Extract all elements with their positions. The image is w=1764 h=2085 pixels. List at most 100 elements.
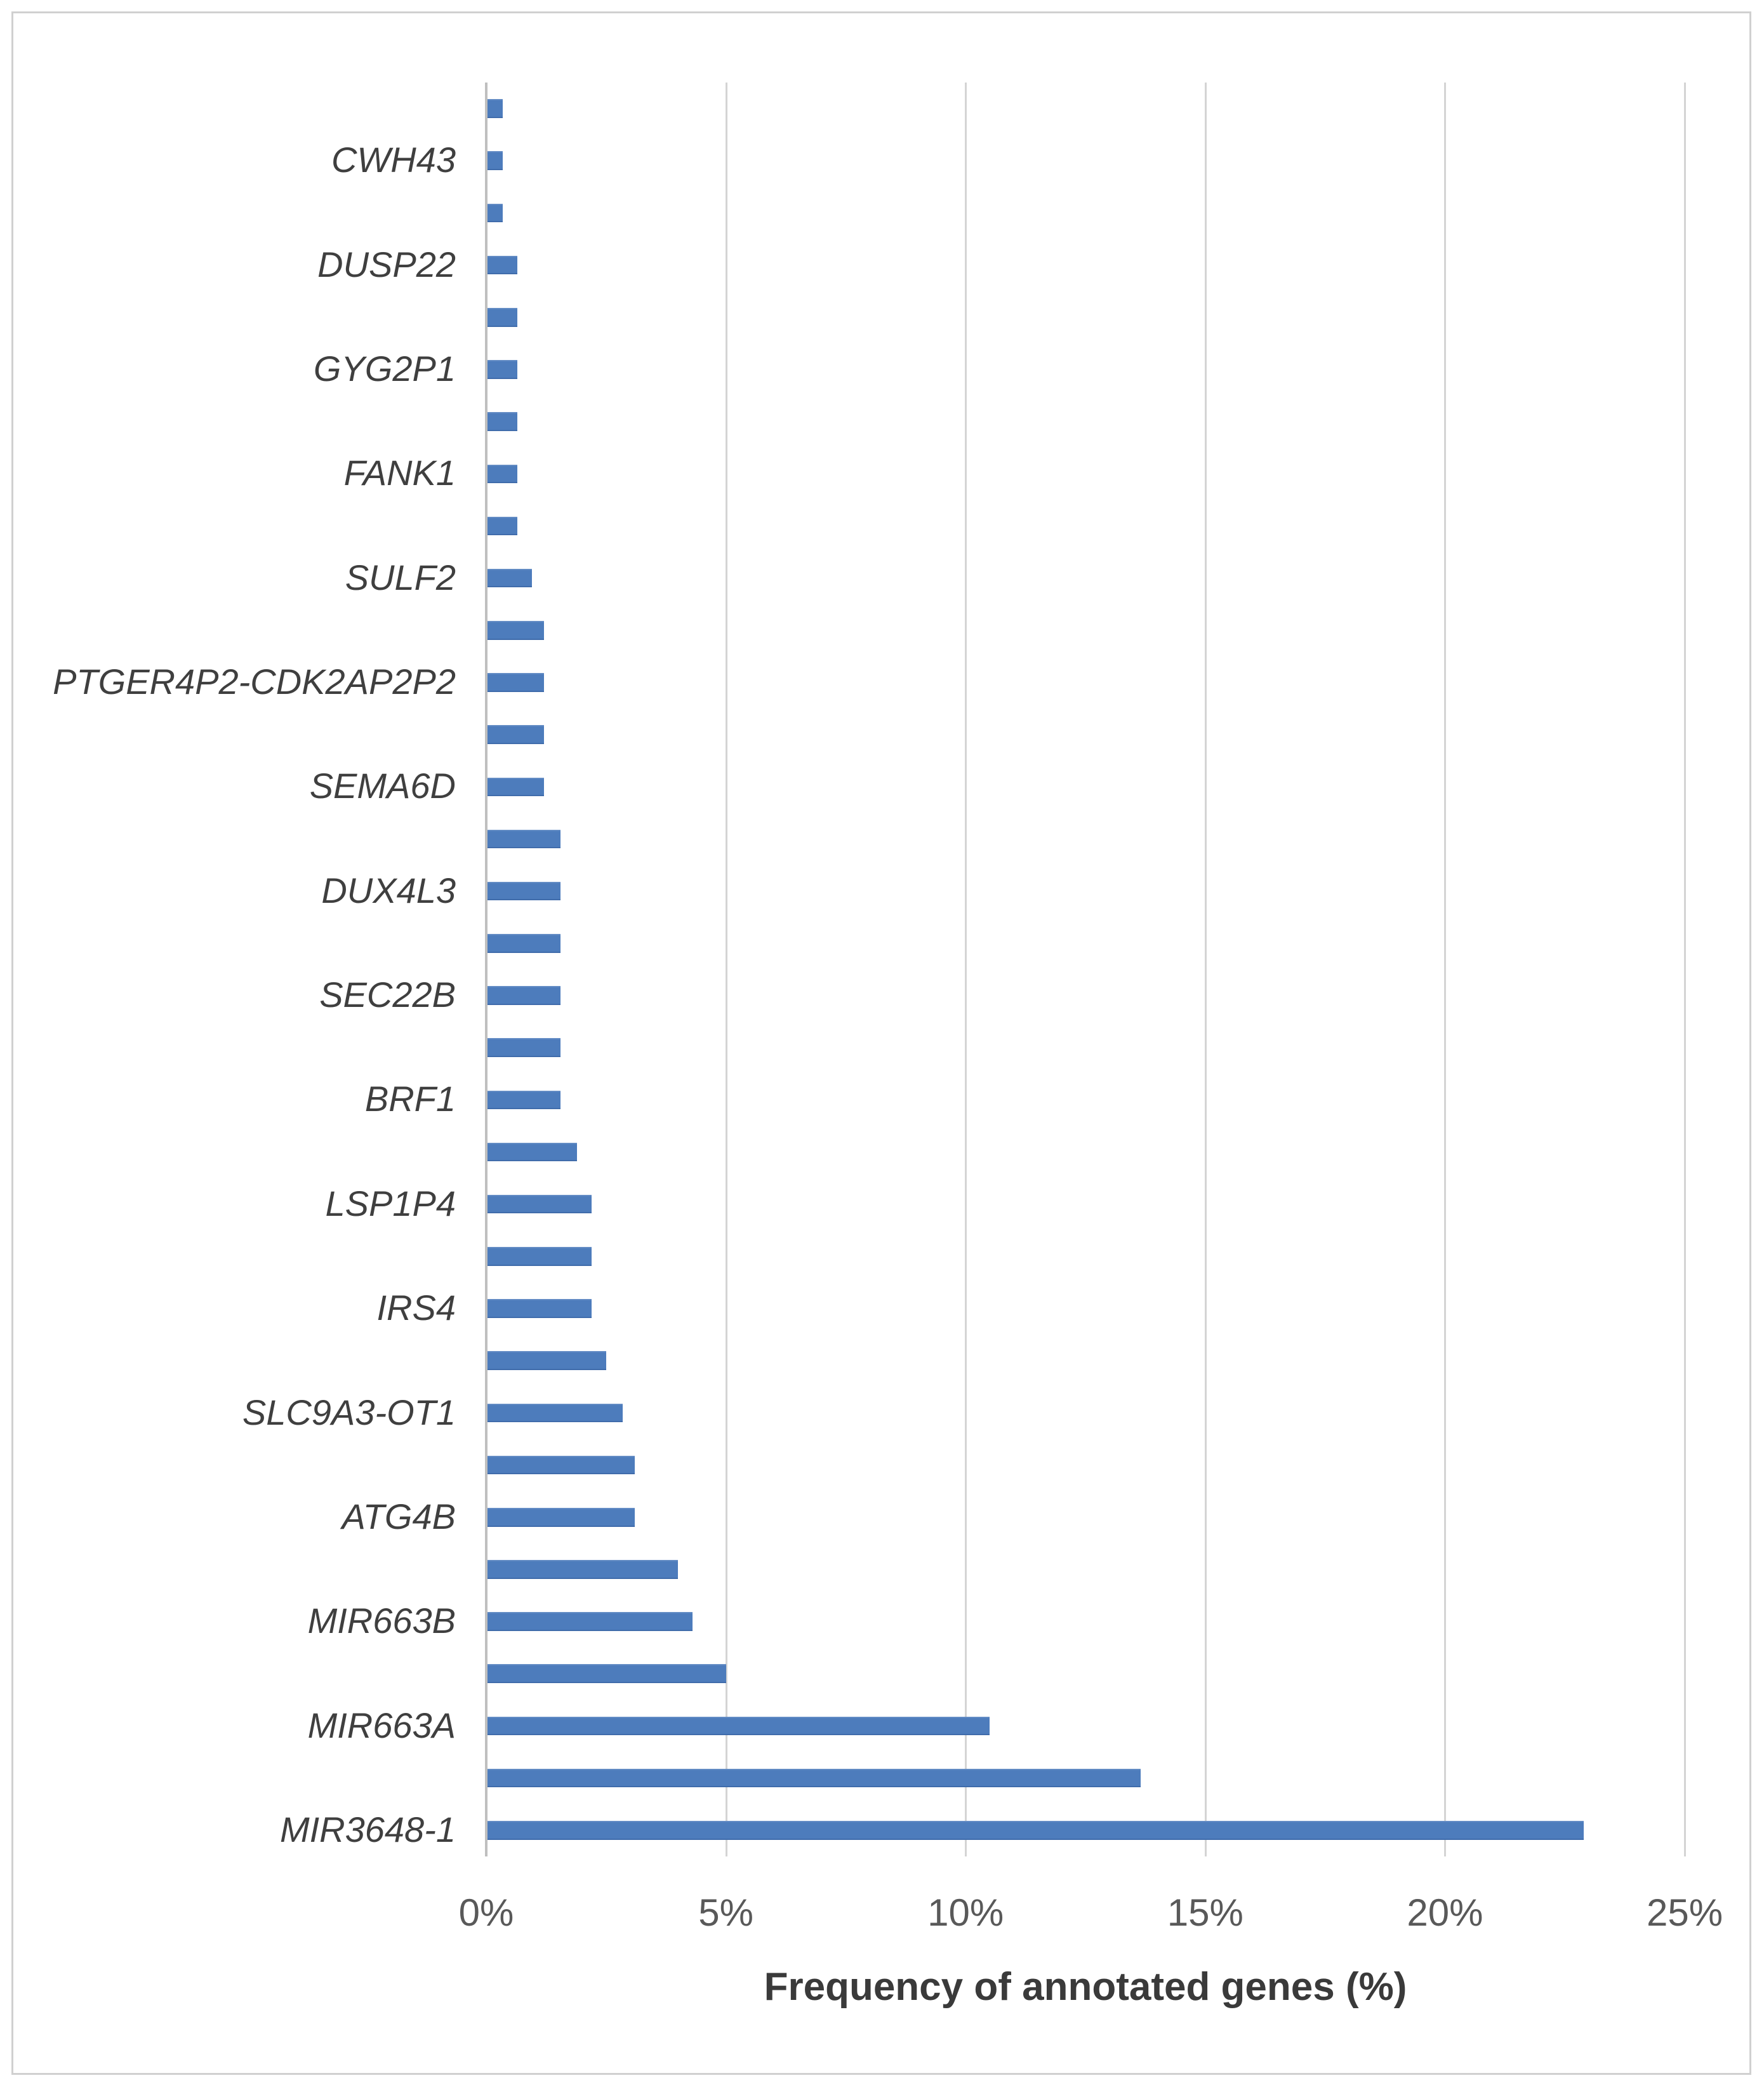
x-tick-label: 10% xyxy=(927,1891,1004,1934)
category-label: ATG4B xyxy=(342,1496,456,1537)
x-tick-label: 20% xyxy=(1407,1891,1483,1934)
bar xyxy=(486,1351,606,1370)
bar xyxy=(486,203,503,223)
plot-area xyxy=(485,83,1686,1856)
category-labels: CWH43 DUSP22 GYG2P1 FANK1 SULF2 PTGER4P2-CDK2… xyxy=(0,83,456,1856)
bar-row xyxy=(486,552,1685,604)
x-tick-label: 25% xyxy=(1646,1891,1723,1934)
bar xyxy=(486,829,561,849)
bar-row xyxy=(486,1752,1685,1804)
bar-row xyxy=(486,1648,1685,1700)
category-label: SEMA6D xyxy=(309,766,456,806)
category-label: FANK1 xyxy=(343,453,456,493)
bar-row xyxy=(486,83,1685,135)
category-label: MIR663B xyxy=(307,1601,456,1641)
bar-row xyxy=(486,1595,1685,1648)
bar-row xyxy=(486,1439,1685,1491)
bar xyxy=(486,1455,635,1475)
bars xyxy=(486,83,1685,1856)
bar xyxy=(486,1403,623,1423)
bar xyxy=(486,464,518,484)
x-tick-label: 0% xyxy=(458,1891,514,1934)
bar-row xyxy=(486,656,1685,709)
bar-row xyxy=(486,1491,1685,1543)
x-axis-title: Frequency of annotated genes (%) xyxy=(764,1965,1407,2009)
bar-row xyxy=(486,1074,1685,1126)
category-label: SULF2 xyxy=(345,557,456,597)
bar-row xyxy=(486,1543,1685,1595)
bar xyxy=(486,1299,592,1318)
bar-row xyxy=(486,343,1685,396)
gridline xyxy=(965,83,967,1856)
bar xyxy=(486,255,518,275)
bar xyxy=(486,1090,561,1110)
bar-row xyxy=(486,709,1685,761)
bar-row xyxy=(486,291,1685,343)
bar-row xyxy=(486,1387,1685,1439)
bar-row xyxy=(486,1282,1685,1335)
category-label: SLC9A3-OT1 xyxy=(242,1392,456,1432)
bar xyxy=(486,881,561,901)
gridline xyxy=(1204,83,1207,1856)
bar xyxy=(486,360,518,379)
bar xyxy=(486,1664,726,1684)
category-label: DUSP22 xyxy=(317,244,456,284)
bar xyxy=(486,725,544,744)
bar-row xyxy=(486,239,1685,291)
bar xyxy=(486,1716,990,1736)
bar xyxy=(486,1768,1141,1788)
bar-row xyxy=(486,448,1685,500)
x-tick-label: 5% xyxy=(698,1891,753,1934)
category-label: BRF1 xyxy=(364,1079,456,1119)
bar xyxy=(486,516,518,536)
bar xyxy=(486,1247,592,1266)
bar xyxy=(486,1142,578,1162)
bar xyxy=(486,1820,1584,1840)
gridline xyxy=(1444,83,1447,1856)
category-label: PTGER4P2-CDK2AP2P2 xyxy=(53,662,456,702)
bar-row xyxy=(486,813,1685,865)
bar-row xyxy=(486,604,1685,656)
category-label: MIR3648-1 xyxy=(279,1809,456,1850)
category-label: MIR663A xyxy=(307,1705,456,1745)
gridline xyxy=(725,83,727,1856)
bar-row xyxy=(486,865,1685,917)
category-label: DUX4L3 xyxy=(321,870,456,910)
bar-row xyxy=(486,1335,1685,1387)
bar-row xyxy=(486,761,1685,813)
category-label: LSP1P4 xyxy=(325,1183,456,1223)
bar xyxy=(486,986,561,1005)
bar-row xyxy=(486,1804,1685,1856)
bar xyxy=(486,412,518,431)
bar-row xyxy=(486,1178,1685,1230)
x-tick-label: 15% xyxy=(1167,1891,1243,1934)
bar xyxy=(486,934,561,953)
bar xyxy=(486,568,532,588)
y-axis-line xyxy=(485,83,487,1856)
category-label: SEC22B xyxy=(319,975,456,1015)
bar-row xyxy=(486,969,1685,1022)
bar xyxy=(486,1194,592,1214)
bar xyxy=(486,1038,561,1057)
bar-row xyxy=(486,917,1685,969)
category-label: GYG2P1 xyxy=(313,349,456,389)
bar-row xyxy=(486,1230,1685,1282)
bar xyxy=(486,99,503,118)
bar xyxy=(486,777,544,797)
bar xyxy=(486,1507,635,1527)
bar-row xyxy=(486,500,1685,552)
bar xyxy=(486,1612,693,1631)
bar-row xyxy=(486,1126,1685,1178)
category-label: CWH43 xyxy=(331,140,456,180)
bar xyxy=(486,621,544,640)
bar-row xyxy=(486,396,1685,448)
bar xyxy=(486,1560,679,1579)
bar-row xyxy=(486,1022,1685,1074)
bar xyxy=(486,673,544,692)
gridline xyxy=(1684,83,1686,1856)
bar-row xyxy=(486,135,1685,187)
bar-row xyxy=(486,1700,1685,1752)
bar xyxy=(486,307,518,327)
category-label: IRS4 xyxy=(376,1288,456,1328)
